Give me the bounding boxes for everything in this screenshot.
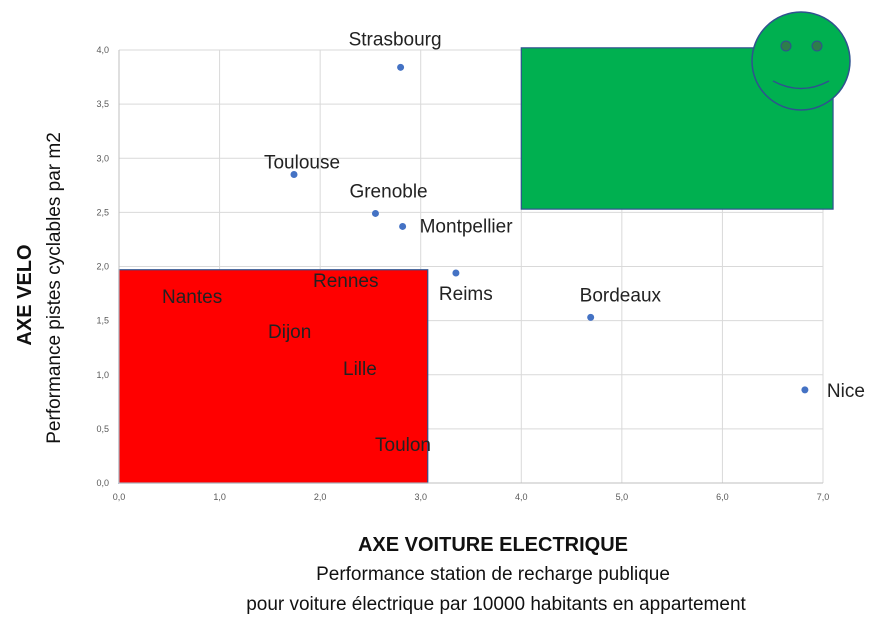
- zone-label: Rennes: [313, 271, 379, 292]
- point-label: Grenoble: [349, 181, 427, 202]
- data-point: [397, 63, 405, 71]
- data-point: [452, 269, 460, 277]
- y-tick-label: 0,5: [96, 424, 109, 434]
- x-tick-label: 5,0: [616, 492, 629, 502]
- smiley-icon: [751, 11, 851, 111]
- point-label: Montpellier: [420, 216, 514, 237]
- data-point: [587, 313, 595, 321]
- data-point: [371, 209, 379, 217]
- x-axis-title-line1: Performance station de recharge publique: [316, 564, 670, 585]
- y-tick-label: 3,0: [96, 153, 109, 163]
- zone-label: Nantes: [162, 287, 222, 308]
- x-axis-title-line2: pour voiture électrique par 10000 habita…: [246, 594, 746, 615]
- x-tick-label: 0,0: [113, 492, 126, 502]
- x-tick-label: 1,0: [213, 492, 226, 502]
- y-tick-label: 2,5: [96, 207, 109, 217]
- y-tick-label: 4,0: [96, 45, 109, 55]
- point-label: Bordeaux: [580, 285, 662, 306]
- zones: [118, 47, 834, 484]
- y-tick-label: 1,0: [96, 370, 109, 380]
- data-points: [290, 63, 809, 394]
- y-axis-title-bold: AXE VELO: [14, 244, 36, 345]
- point-label: Nice: [827, 381, 865, 402]
- x-tick-label: 3,0: [414, 492, 427, 502]
- data-point: [801, 386, 809, 394]
- data-point: [399, 222, 407, 230]
- y-axis-title: Performance pistes cyclables par m2: [44, 132, 65, 444]
- point-label: Reims: [439, 284, 493, 305]
- y-tick-label: 0,0: [96, 478, 109, 488]
- tick-labels: 0,0 1,0 2,0 3,0 4,0 5,0 6,0 7,0 0,0 0,5 1,0 1,5 2,0 2…: [96, 45, 829, 502]
- zone-label: Dijon: [268, 322, 311, 343]
- x-tick-label: 6,0: [716, 492, 729, 502]
- x-tick-label: 2,0: [314, 492, 327, 502]
- y-tick-label: 1,5: [96, 316, 109, 326]
- zone-label: Toulon: [375, 435, 431, 456]
- point-label: Toulouse: [264, 152, 340, 173]
- zone-label: Lille: [343, 359, 377, 380]
- low-zone: [118, 269, 429, 484]
- y-tick-label: 2,0: [96, 262, 109, 272]
- x-tick-label: 7,0: [817, 492, 830, 502]
- data-point: [290, 170, 298, 178]
- x-tick-label: 4,0: [515, 492, 528, 502]
- city-labels: Strasbourg Toulouse Grenoble Montpellier Rei…: [162, 29, 865, 456]
- axes: [118, 50, 823, 484]
- x-axis-title-bold: AXE VOITURE ELECTRIQUE: [358, 534, 628, 556]
- y-tick-label: 3,5: [96, 99, 109, 109]
- point-label: Strasbourg: [349, 29, 442, 50]
